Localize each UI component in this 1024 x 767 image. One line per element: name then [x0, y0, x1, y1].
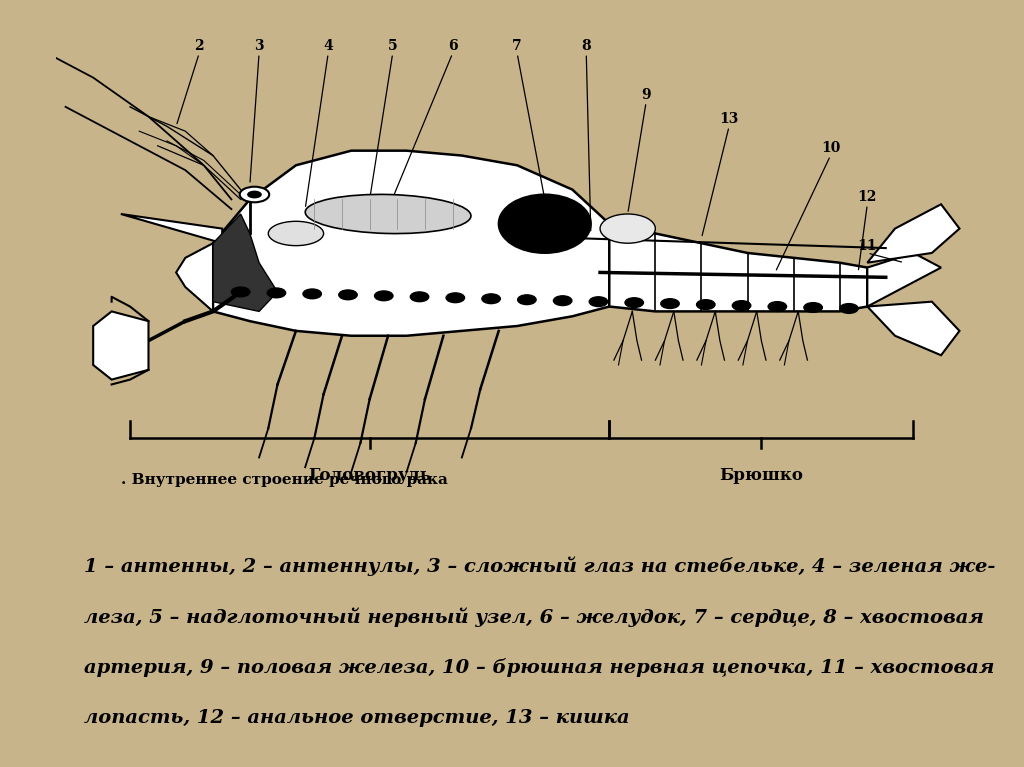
- Polygon shape: [867, 253, 941, 307]
- Text: 1 – антенны, 2 – антеннулы, 3 – сложный глаз на стебельке, 4 – зеленая же-: 1 – антенны, 2 – антеннулы, 3 – сложный …: [84, 557, 995, 576]
- Text: 11: 11: [857, 239, 878, 252]
- Text: Головогрудь: Головогрудь: [308, 467, 431, 484]
- Text: . Внутреннее строение речного рака: . Внутреннее строение речного рака: [121, 472, 447, 487]
- Polygon shape: [867, 301, 959, 355]
- Text: 2: 2: [195, 39, 204, 53]
- Polygon shape: [213, 150, 609, 336]
- Polygon shape: [867, 204, 959, 262]
- Text: 13: 13: [720, 112, 738, 126]
- Circle shape: [247, 191, 262, 199]
- Circle shape: [625, 298, 643, 308]
- Text: леза, 5 – надглоточный нервный узел, 6 – желудок, 7 – сердце, 8 – хвостовая: леза, 5 – надглоточный нервный узел, 6 –…: [84, 607, 984, 627]
- Text: 12: 12: [858, 190, 877, 204]
- Polygon shape: [93, 311, 148, 380]
- Circle shape: [768, 301, 786, 311]
- Ellipse shape: [499, 195, 591, 253]
- Polygon shape: [121, 214, 222, 243]
- Circle shape: [267, 288, 286, 298]
- Text: лопасть, 12 – анальное отверстие, 13 – кишка: лопасть, 12 – анальное отверстие, 13 – к…: [84, 709, 630, 726]
- Circle shape: [553, 296, 571, 305]
- Circle shape: [303, 289, 322, 298]
- Circle shape: [732, 301, 751, 311]
- Polygon shape: [609, 224, 867, 311]
- Polygon shape: [213, 214, 278, 311]
- Text: 6: 6: [447, 39, 458, 53]
- Circle shape: [589, 297, 607, 307]
- Circle shape: [231, 287, 250, 297]
- Text: Брюшко: Брюшко: [720, 467, 803, 484]
- Circle shape: [804, 303, 822, 312]
- Circle shape: [411, 292, 429, 301]
- Circle shape: [518, 295, 537, 304]
- Circle shape: [375, 291, 393, 301]
- Ellipse shape: [600, 214, 655, 243]
- Ellipse shape: [305, 194, 471, 234]
- Circle shape: [339, 290, 357, 300]
- Circle shape: [660, 298, 679, 308]
- Text: 9: 9: [641, 87, 651, 102]
- Circle shape: [240, 186, 269, 202]
- Text: 8: 8: [582, 39, 591, 53]
- Circle shape: [840, 304, 858, 314]
- Text: 5: 5: [388, 39, 397, 53]
- Circle shape: [696, 300, 715, 309]
- Text: 10: 10: [821, 141, 840, 155]
- Text: 4: 4: [324, 39, 333, 53]
- Text: 3: 3: [254, 39, 264, 53]
- Circle shape: [482, 294, 501, 304]
- Text: артерия, 9 – половая железа, 10 – брюшная нервная цепочка, 11 – хвостовая: артерия, 9 – половая железа, 10 – брюшна…: [84, 658, 994, 677]
- Circle shape: [446, 293, 465, 303]
- Ellipse shape: [268, 222, 324, 245]
- Text: 7: 7: [512, 39, 522, 53]
- Polygon shape: [176, 243, 213, 311]
